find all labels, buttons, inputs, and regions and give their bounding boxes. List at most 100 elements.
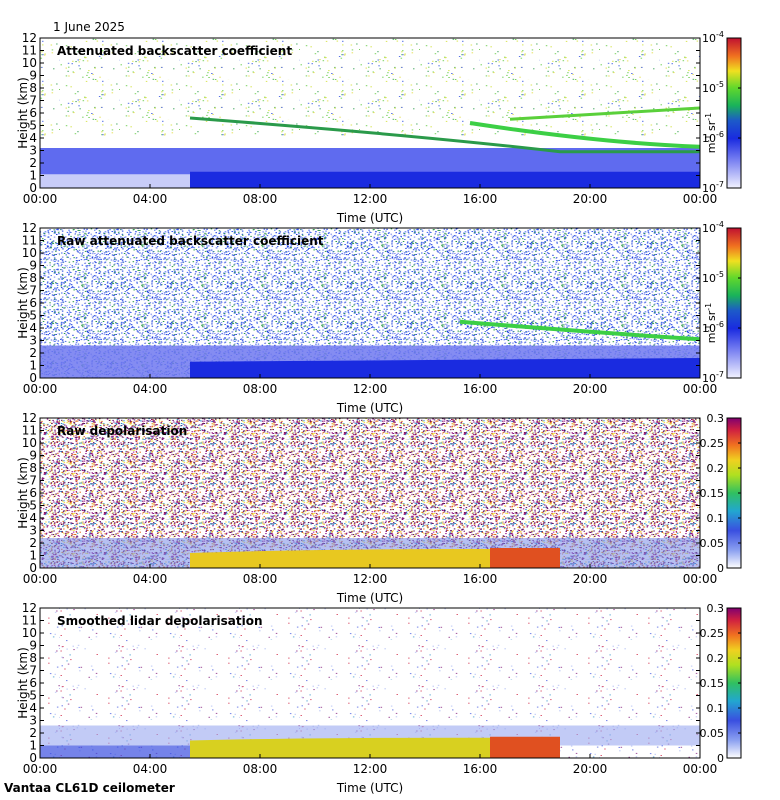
y-tick-label: 3	[29, 714, 37, 728]
y-tick-label: 0	[29, 371, 37, 385]
y-tick-label: 12	[22, 601, 37, 615]
y-tick-label: 0	[29, 181, 37, 195]
colorbar-tick-label: 10-4	[702, 30, 724, 45]
colorbar	[726, 227, 742, 379]
y-axis-label: Height (km)	[16, 77, 30, 148]
colorbar-unit: m-1 sr-1	[704, 113, 718, 153]
x-tick-label: 04:00	[133, 382, 168, 396]
y-tick-label: 10	[22, 626, 37, 640]
x-tick-label: 12:00	[353, 762, 388, 776]
cloud-layer	[469, 121, 701, 149]
x-tick-label: 04:00	[133, 572, 168, 586]
y-tick-label: 9	[29, 259, 37, 273]
y-tick-label: 1	[29, 169, 37, 183]
x-tick-label: 00:00	[683, 382, 718, 396]
y-tick-label: 7	[29, 664, 37, 678]
colorbar-tick-label: 0.15	[700, 487, 725, 500]
x-tick-label: 04:00	[133, 762, 168, 776]
y-tick-label: 1	[29, 549, 37, 563]
x-tick-label: 12:00	[353, 192, 388, 206]
y-tick-label: 8	[29, 81, 37, 95]
panel-title: Smoothed lidar depolarisation	[57, 614, 263, 628]
y-axis-label: Height (km)	[16, 647, 30, 718]
y-tick-label: 3	[29, 334, 37, 348]
colorbar-tick-label: 0.3	[707, 412, 725, 425]
y-tick-label: 3	[29, 524, 37, 538]
x-tick-label: 16:00	[463, 572, 498, 586]
x-tick-label: 16:00	[463, 192, 498, 206]
y-tick-label: 7	[29, 474, 37, 488]
colorbar-tick-label: 0.25	[700, 437, 725, 450]
x-axis-label: Time (UTC)	[336, 591, 403, 605]
colorbar-tick-label: 0.05	[700, 537, 725, 550]
colorbar-unit: m-1 sr-1	[704, 303, 718, 343]
y-tick-label: 11	[22, 614, 37, 628]
x-axis-label: Time (UTC)	[336, 781, 403, 795]
descending-layer	[189, 116, 700, 154]
y-tick-label: 0	[29, 751, 37, 765]
y-tick-label: 12	[22, 31, 37, 45]
surface-aerosol-layer	[190, 358, 700, 378]
x-tick-label: 20:00	[573, 762, 608, 776]
x-tick-label: 00:00	[683, 762, 718, 776]
y-tick-label: 10	[22, 56, 37, 70]
y-tick-label: 5	[29, 119, 37, 133]
high-depol-region	[490, 736, 560, 758]
colorbar-tick-label: 0	[717, 562, 724, 575]
y-tick-label: 6	[29, 106, 37, 120]
colorbar-tick-label: 10-5	[702, 80, 724, 95]
x-tick-label: 04:00	[133, 192, 168, 206]
y-tick-label: 11	[22, 234, 37, 248]
colorbar	[726, 37, 742, 189]
colorbar-tick-label: 10-4	[702, 220, 724, 235]
y-tick-label: 5	[29, 309, 37, 323]
colorbar-tick-label: 0.2	[707, 652, 725, 665]
x-tick-label: 00:00	[23, 572, 58, 586]
x-tick-label: 08:00	[243, 382, 278, 396]
x-tick-label: 00:00	[683, 192, 718, 206]
x-tick-label: 16:00	[463, 762, 498, 776]
y-axis-label: Height (km)	[16, 457, 30, 528]
y-tick-label: 12	[22, 221, 37, 235]
panel-title: Attenuated backscatter coefficient	[57, 44, 292, 58]
y-axis-label: Height (km)	[16, 267, 30, 338]
x-tick-label: 12:00	[353, 572, 388, 586]
instrument-label: Vantaa CL61D ceilometer	[4, 781, 175, 795]
colorbar-tick-label: 0.25	[700, 627, 725, 640]
x-tick-label: 20:00	[573, 382, 608, 396]
upper-sparse-noise	[40, 38, 700, 136]
y-tick-label: 11	[22, 44, 37, 58]
low-depol-region	[40, 745, 190, 758]
x-tick-label: 00:00	[23, 382, 58, 396]
y-tick-label: 11	[22, 424, 37, 438]
colorbar-tick-label: 0	[717, 752, 724, 765]
x-axis-label: Time (UTC)	[336, 211, 403, 225]
y-tick-label: 5	[29, 499, 37, 513]
y-tick-label: 8	[29, 651, 37, 665]
x-tick-label: 00:00	[23, 192, 58, 206]
x-tick-label: 20:00	[573, 192, 608, 206]
surface-aerosol-layer	[190, 171, 700, 188]
high-depol-region	[490, 548, 560, 568]
y-tick-label: 2	[29, 156, 37, 170]
colorbar-tick-label: 0.2	[707, 462, 725, 475]
y-tick-label: 4	[29, 701, 37, 715]
panel-title: Raw attenuated backscatter coefficient	[57, 234, 324, 248]
colorbar-tick-label: 0.15	[700, 677, 725, 690]
y-tick-label: 6	[29, 486, 37, 500]
y-tick-label: 1	[29, 739, 37, 753]
x-tick-label: 00:00	[23, 762, 58, 776]
y-tick-label: 2	[29, 536, 37, 550]
y-tick-label: 6	[29, 676, 37, 690]
x-axis-label: Time (UTC)	[336, 401, 403, 415]
plot-date: 1 June 2025	[53, 20, 125, 34]
panel-2-field	[40, 228, 701, 378]
x-tick-label: 08:00	[243, 762, 278, 776]
panel-4-field	[40, 608, 700, 758]
y-tick-label: 1	[29, 359, 37, 373]
y-tick-label: 9	[29, 69, 37, 83]
y-tick-label: 8	[29, 271, 37, 285]
colorbar-tick-label: 10-7	[702, 370, 724, 385]
y-tick-label: 2	[29, 726, 37, 740]
y-tick-label: 8	[29, 461, 37, 475]
